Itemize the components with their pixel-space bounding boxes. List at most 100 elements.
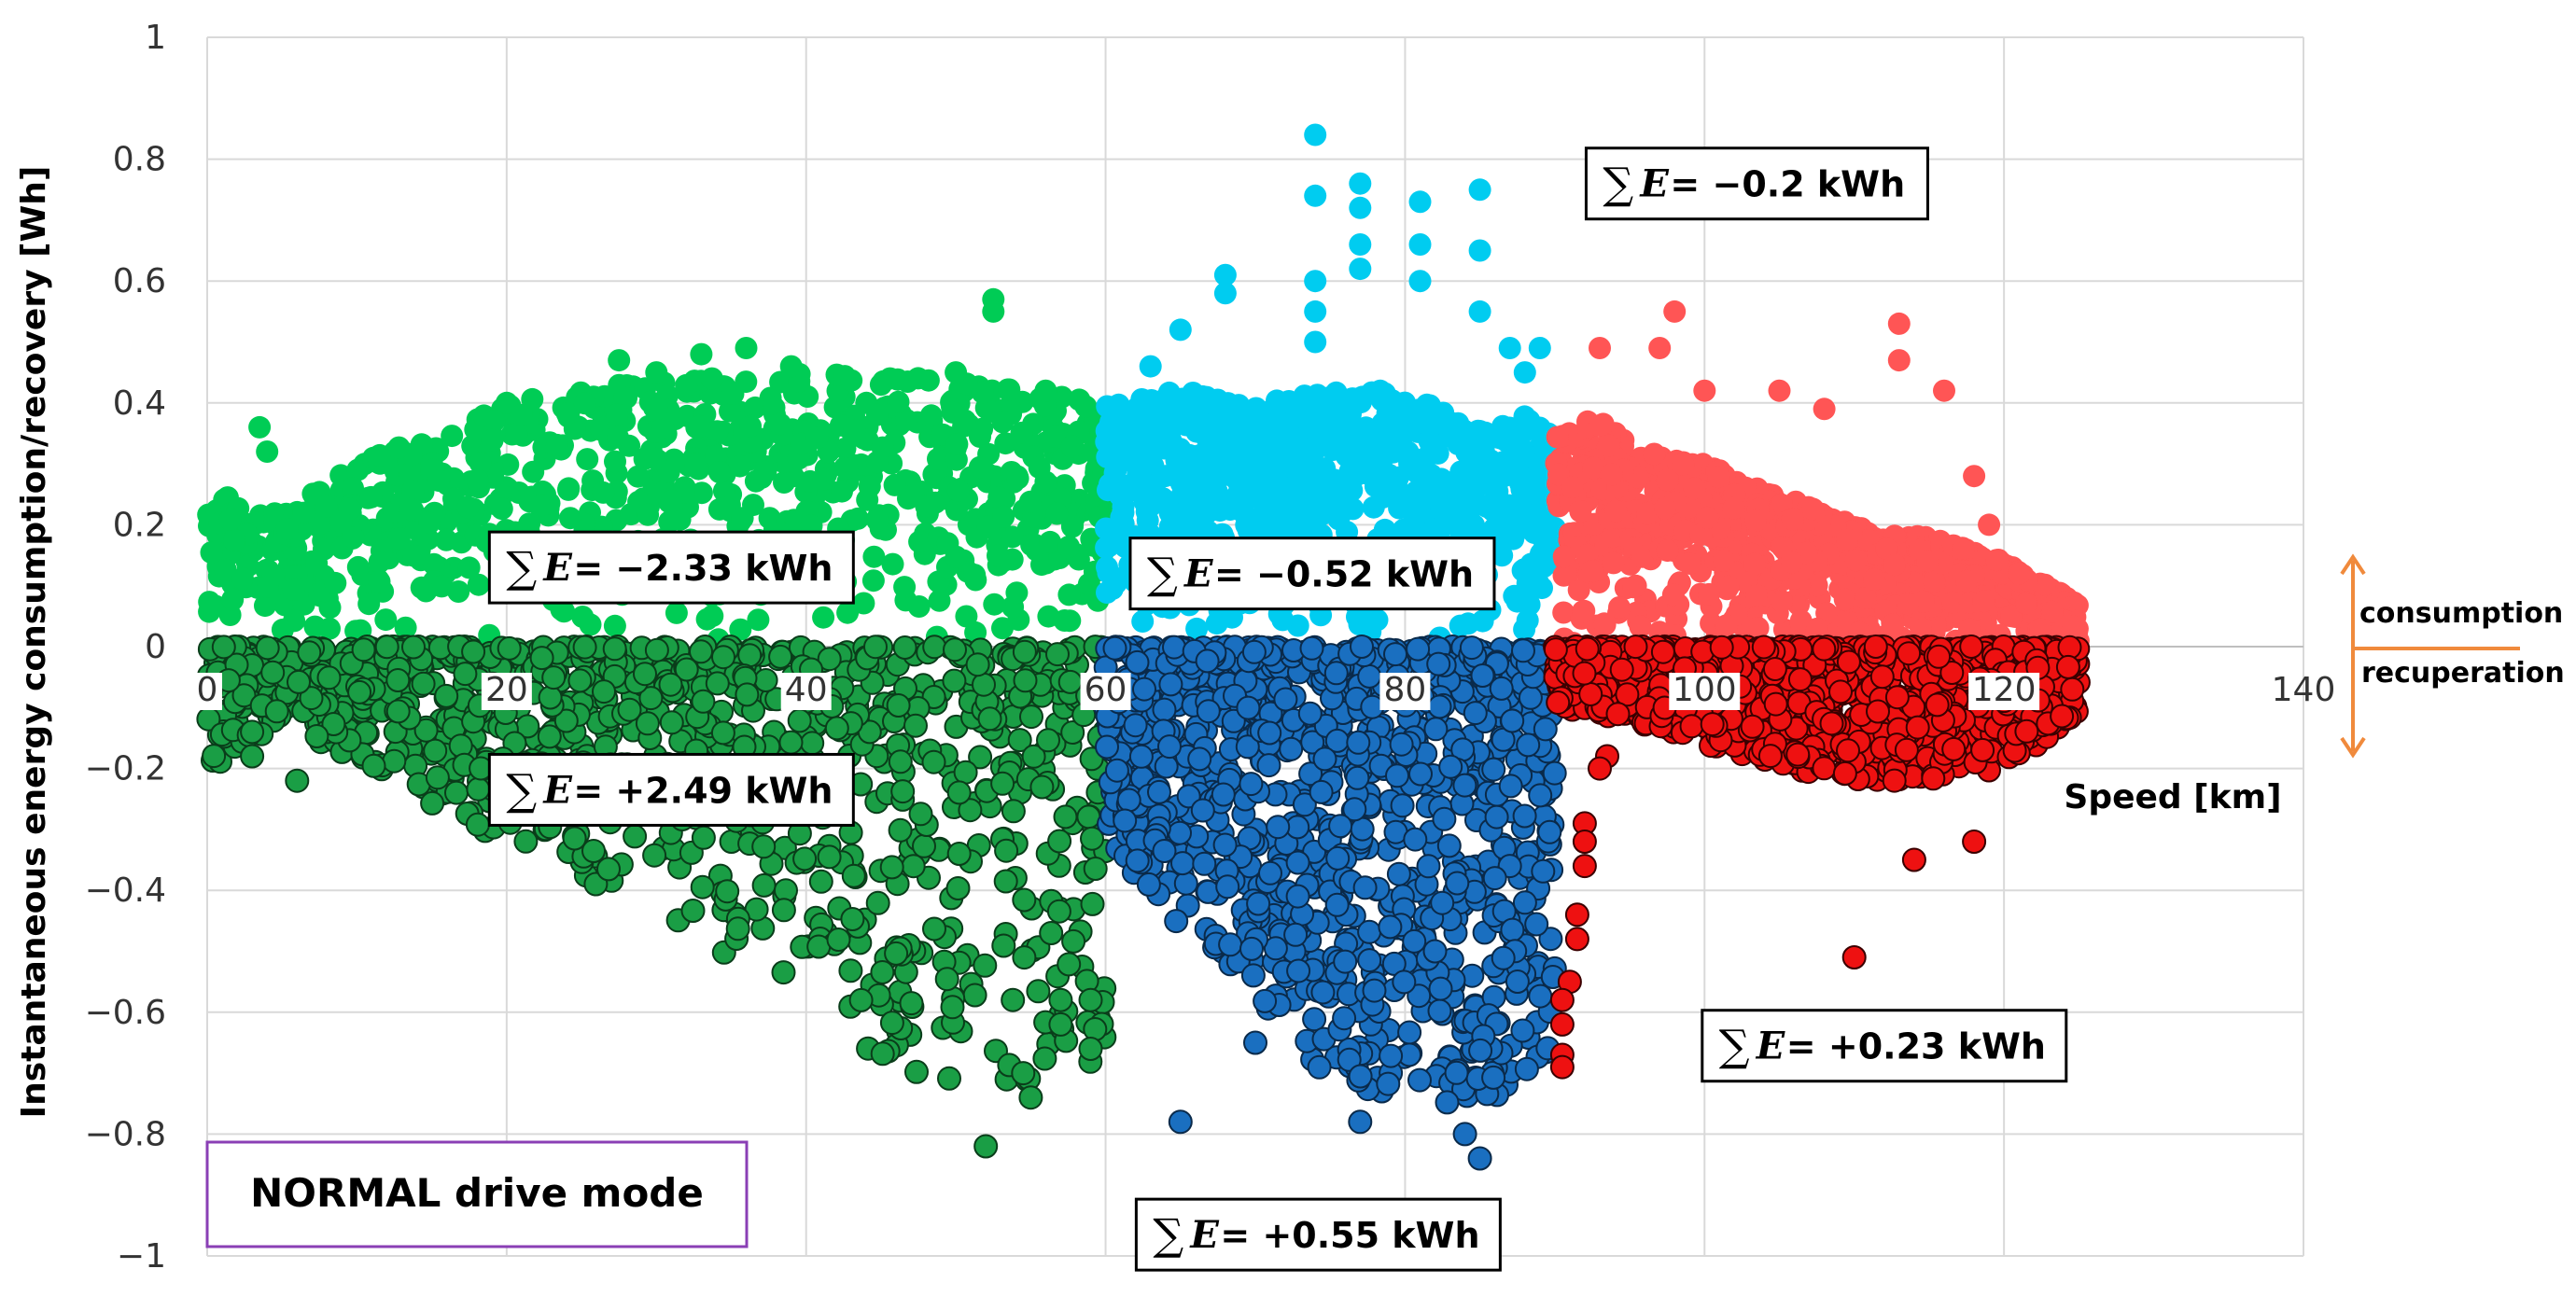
data-point [972,672,996,697]
data-point [602,636,627,662]
data-point [1236,695,1261,720]
data-point [841,863,866,888]
data-point-outlier [1482,866,1507,891]
data-point [1428,976,1453,1001]
data-point [1408,761,1433,787]
data-point [826,927,851,952]
data-point [1432,493,1455,516]
data-point [1365,608,1389,632]
data-point [990,771,1015,796]
data-point [1241,639,1267,664]
data-point-outlier [1304,184,1327,207]
data-point [457,556,481,579]
data-point [483,410,506,432]
data-point [1985,549,2009,572]
data-point [1427,998,1452,1024]
data-point [690,481,713,505]
data-point [1518,409,1541,432]
data-point [2062,615,2085,638]
data-point [318,617,341,640]
data-point [1897,593,1920,616]
data-point [658,510,681,534]
data-point [1116,788,1141,813]
data-point [808,869,833,894]
data-point [1489,676,1514,701]
data-point [1057,669,1083,694]
data-point [218,508,242,531]
data-point [1385,763,1409,788]
data-point [342,526,365,549]
data-point [824,716,849,741]
data-point-outlier [1408,270,1432,293]
data-point [946,780,972,805]
data-point [665,601,688,624]
data-point [691,689,716,714]
data-point [940,995,965,1020]
data-point [719,399,741,423]
data-point [1716,575,1740,598]
data-point [490,497,513,521]
data-point-outlier [1011,1061,1036,1086]
data-point [1131,610,1155,633]
data-point [1266,815,1291,840]
data-point-outlier [1378,914,1403,940]
data-point [304,724,329,748]
data-point [711,645,735,670]
data-point [447,580,470,603]
data-point [1722,496,1745,520]
data-point [1468,1038,1493,1063]
data-point [919,404,943,427]
data-point [908,802,933,827]
data-point [607,425,629,449]
data-point [1505,969,1530,994]
data-point [623,824,648,849]
data-point [866,509,889,532]
data-point [1698,582,1720,606]
data-point [1212,832,1238,858]
data-point [1302,1007,1327,1032]
data-point [714,496,736,520]
data-point [1080,891,1105,916]
data-point [691,825,716,850]
data-point [410,576,433,599]
data-point-outlier [1349,233,1372,256]
data-point-outlier [869,373,892,397]
data-point [1528,783,1553,808]
data-point [1407,398,1431,422]
data-point [1713,549,1735,572]
data-point [908,530,931,553]
data-point [385,668,411,692]
data-point [1325,845,1351,871]
data-point [658,672,683,697]
data-point-outlier [1589,337,1611,359]
data-point [1357,663,1382,689]
data-point [571,606,595,628]
data-point [1376,1071,1401,1096]
data-point [1438,754,1463,779]
data-point-outlier [1498,337,1521,359]
data-point [1205,389,1228,412]
data-point [1289,481,1312,505]
data-point [1470,663,1495,688]
data-point [987,544,1009,567]
data-point [214,558,237,581]
data-point [858,475,881,498]
data-point [886,693,911,718]
data-point [680,899,706,923]
data-point [347,679,372,704]
data-point [1306,458,1329,481]
data-point [1379,1043,1404,1068]
data-point [1005,581,1029,605]
data-point-outlier [1304,330,1327,354]
data-point [965,652,990,677]
data-point-outlier [285,768,310,793]
data-point [1511,638,1535,663]
data-point [1561,476,1584,499]
data-point [1286,958,1311,983]
data-point [883,473,906,496]
data-point [351,637,376,662]
data-point [1170,387,1194,411]
data-point [1916,550,1939,573]
data-point [835,457,859,480]
data-point [626,465,650,488]
